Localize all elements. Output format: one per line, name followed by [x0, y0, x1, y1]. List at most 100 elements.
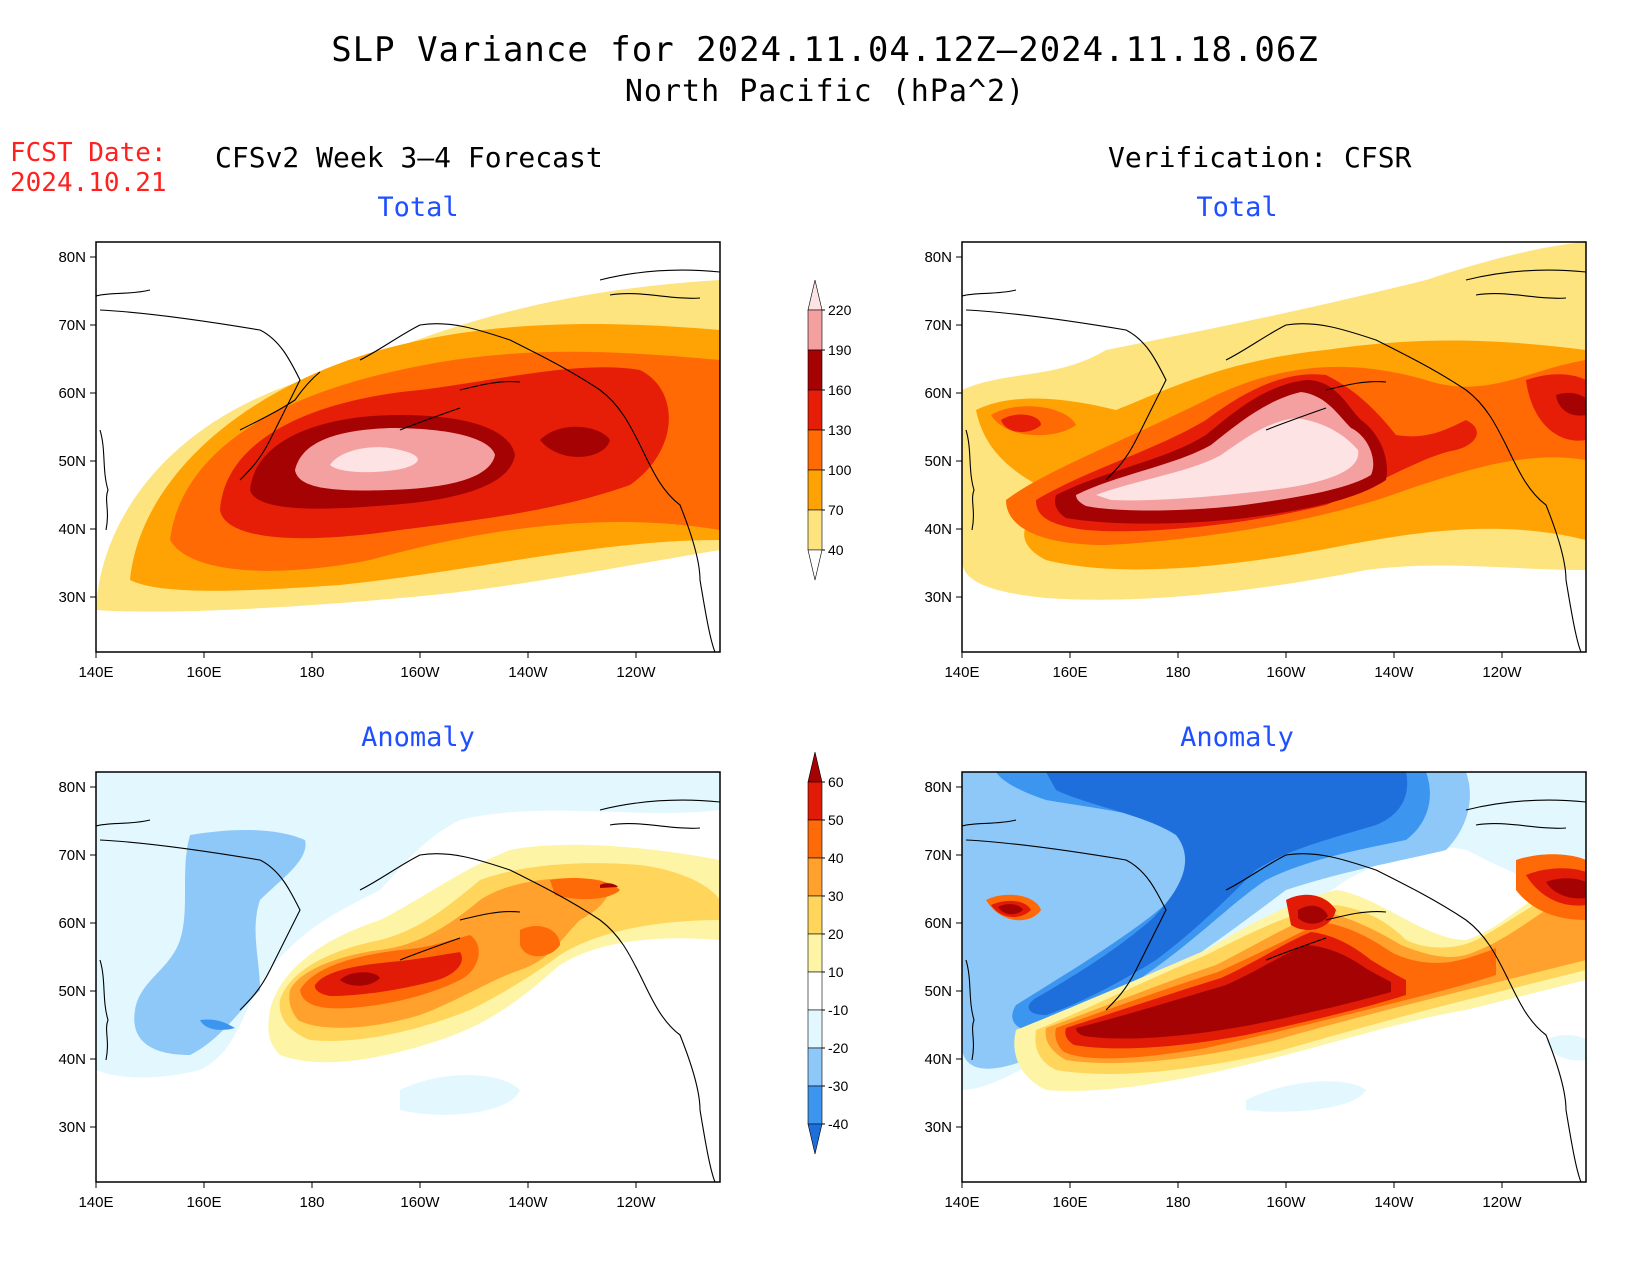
verification-anomaly-map: 140E 160E 180 160W 140W 120W 30N 40N 50N…: [924, 771, 1587, 1210]
lat-tick: 40N: [58, 1051, 86, 1068]
lat-tick: 30N: [924, 589, 952, 606]
lon-tick: 120W: [616, 664, 656, 680]
colorbar-label: 220: [828, 302, 852, 318]
lat-tick: 60N: [924, 915, 952, 932]
lon-tick: 160W: [1266, 664, 1306, 680]
lat-tick: 80N: [924, 779, 952, 796]
lat-tick: 30N: [58, 1119, 86, 1136]
colorbar-label: 70: [828, 502, 844, 518]
lat-tick: 30N: [58, 589, 86, 606]
forecast-anomaly-ticks: [90, 786, 637, 1188]
colorbar-label: 50: [828, 812, 844, 828]
verification-total-map: 140E 160E 180 160W 140W 120W 30N 40N 50N…: [924, 241, 1587, 680]
verification-anomaly-label: Anomaly: [1180, 722, 1294, 753]
colorbar-label: -40: [828, 1116, 848, 1132]
lat-tick: 60N: [58, 915, 86, 932]
lat-tick: 40N: [924, 521, 952, 538]
lon-tick: 180: [1165, 1194, 1190, 1210]
colorbar-label: -30: [828, 1078, 848, 1094]
main-title: SLP Variance for 2024.11.04.12Z–2024.11.…: [331, 30, 1319, 70]
lon-tick: 180: [299, 664, 324, 680]
forecast-anomaly-map: 140E 160E 180 160W 140W 120W 30N 40N 50N…: [58, 771, 721, 1210]
lat-tick: 60N: [58, 385, 86, 402]
lat-tick: 60N: [924, 385, 952, 402]
colorbar-swatch: [807, 389, 823, 431]
lon-tick: 160W: [400, 1194, 440, 1210]
total-colorbar-swatches: [807, 280, 825, 581]
colorbar-label: 130: [828, 422, 852, 438]
colorbar-label: -20: [828, 1040, 848, 1056]
lat-tick: 70N: [924, 317, 952, 334]
lat-tick: 50N: [924, 983, 952, 1000]
lat-tick: 30N: [924, 1119, 952, 1136]
total-colorbar: 40 70 100 130 160 190 220: [807, 280, 852, 581]
colorbar-swatch: [807, 819, 823, 859]
lon-tick: 140W: [508, 664, 548, 680]
colorbar-label: 160: [828, 382, 852, 398]
lon-tick: 120W: [616, 1194, 656, 1210]
lon-tick: 160E: [186, 1194, 221, 1210]
forecast-total-ticks: [90, 256, 637, 658]
lon-tick: 140W: [1374, 664, 1414, 680]
lon-tick: 160E: [186, 664, 221, 680]
lon-tick: 120W: [1482, 1194, 1522, 1210]
anomaly-colorbar: -40 -30 -20 -10 10 20 30 40 50 60: [807, 752, 848, 1155]
lon-tick: 160W: [400, 664, 440, 680]
colorbar-label: 30: [828, 888, 844, 904]
forecast-total-map: 140E 160E 180 160W 140W 120W 30N 40N 50N…: [58, 241, 721, 680]
lon-tick: 140E: [944, 1194, 979, 1210]
colorbar-swatch: [807, 1123, 823, 1155]
lon-tick: 120W: [1482, 664, 1522, 680]
forecast-anomaly-label: Anomaly: [361, 722, 475, 753]
colorbar-label: 40: [828, 542, 844, 558]
colorbar-swatch: [807, 857, 823, 897]
lat-tick: 50N: [58, 983, 86, 1000]
colorbar-swatch: [807, 971, 823, 1011]
colorbar-swatch: [807, 469, 823, 511]
lat-tick: 80N: [58, 779, 86, 796]
colorbar-label: 20: [828, 926, 844, 942]
lat-tick: 50N: [924, 453, 952, 470]
lat-tick: 80N: [58, 249, 86, 266]
lon-tick: 140E: [78, 1194, 113, 1210]
colorbar-swatch: [807, 549, 823, 581]
colorbar-swatch: [807, 1047, 823, 1087]
colorbar-swatch: [807, 1009, 823, 1049]
colorbar-swatch: [807, 509, 823, 551]
lat-tick: 70N: [58, 847, 86, 864]
colorbar-swatch: [807, 895, 823, 935]
verification-total-ticks: [956, 256, 1503, 658]
lat-tick: 50N: [58, 453, 86, 470]
verification-total-label: Total: [1196, 192, 1278, 223]
lat-tick: 40N: [924, 1051, 952, 1068]
colorbar-label: 60: [828, 774, 844, 790]
colorbar-swatch: [807, 309, 823, 351]
fcst-date: FCST Date: 2024.10.21: [10, 138, 167, 198]
lat-tick: 70N: [924, 847, 952, 864]
lon-tick: 140W: [508, 1194, 548, 1210]
lon-tick: 180: [1165, 664, 1190, 680]
colorbar-swatch: [807, 429, 823, 471]
lat-tick: 40N: [58, 521, 86, 538]
lon-tick: 140W: [1374, 1194, 1414, 1210]
verification-column-title: Verification: CFSR: [1108, 141, 1412, 174]
lon-tick: 160E: [1052, 664, 1087, 680]
anomaly-colorbar-swatches: [807, 752, 825, 1155]
colorbar-label: 100: [828, 462, 852, 478]
colorbar-label: -10: [828, 1002, 848, 1018]
colorbar-swatch: [807, 781, 823, 821]
forecast-column-title: CFSv2 Week 3–4 Forecast: [215, 141, 603, 174]
colorbar-label: 190: [828, 342, 852, 358]
lon-tick: 140E: [944, 664, 979, 680]
lon-tick: 160E: [1052, 1194, 1087, 1210]
lat-tick: 70N: [58, 317, 86, 334]
lon-tick: 160W: [1266, 1194, 1306, 1210]
verification-anomaly-ticks: [956, 786, 1503, 1188]
colorbar-label: 40: [828, 850, 844, 866]
lon-tick: 140E: [78, 664, 113, 680]
colorbar-label: 10: [828, 964, 844, 980]
fcst-date-value: 2024.10.21: [10, 168, 167, 198]
lat-tick: 80N: [924, 249, 952, 266]
forecast-total-label: Total: [377, 192, 459, 223]
colorbar-swatch: [807, 752, 823, 783]
